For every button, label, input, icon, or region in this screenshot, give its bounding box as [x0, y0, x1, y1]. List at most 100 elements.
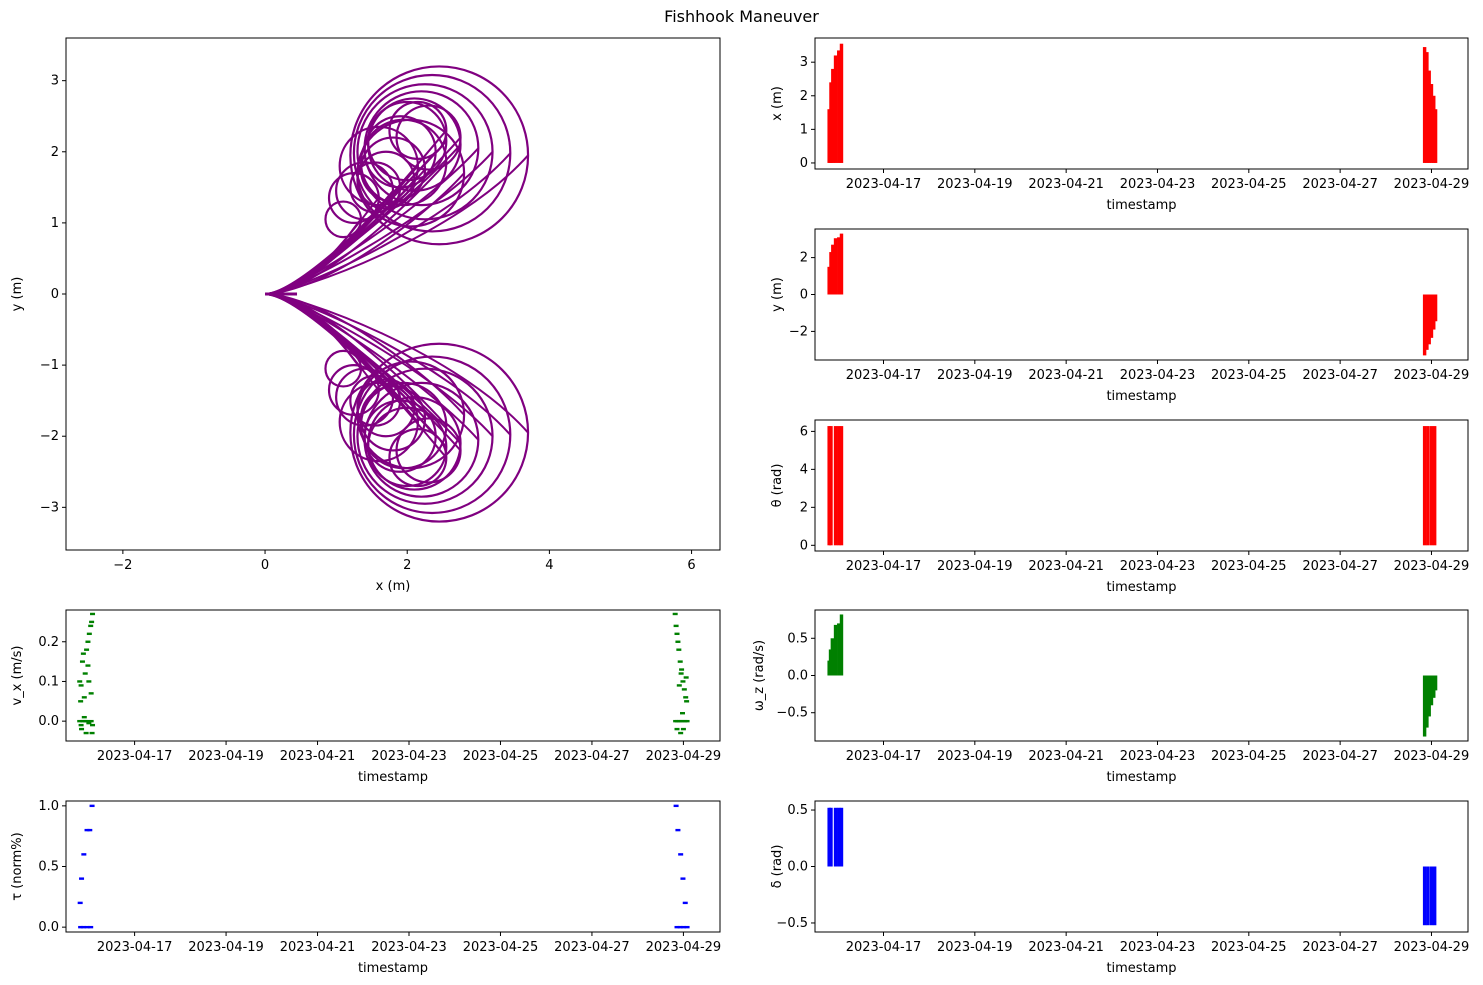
data-point — [678, 672, 684, 675]
y-axis-label: ω_z (rad/s) — [752, 640, 767, 711]
wz-vs-time-plot: −0.5 0.0 0.5 2023-04-17 2023-04-19 2023-04-21… — [752, 609, 1470, 785]
x-tick-label: 2023-04-21 — [1028, 368, 1104, 383]
plot-frame — [65, 800, 721, 933]
y-tick-label: 0.0 — [787, 669, 808, 684]
y-tick-label: 0.5 — [787, 631, 808, 646]
x-tick-label: 2023-04-19 — [937, 177, 1013, 192]
y-tick-label: −3 — [40, 500, 59, 515]
bar — [839, 614, 844, 676]
y-tick-label: 4 — [800, 462, 808, 477]
data-point — [78, 700, 84, 703]
data-point — [678, 853, 684, 856]
bar — [837, 50, 841, 163]
bar — [839, 426, 844, 546]
bar — [839, 807, 844, 867]
data-point — [88, 719, 94, 723]
y-tick-label: 6 — [800, 424, 808, 439]
bar — [833, 238, 838, 295]
y-tick-label: 0.0 — [38, 920, 59, 935]
bar — [1432, 95, 1436, 163]
x-tick-label: 2023-04-21 — [1028, 749, 1104, 764]
y-tick-label: 2 — [800, 500, 808, 515]
lead-in-curve — [265, 293, 419, 423]
bar — [1426, 866, 1430, 926]
upper-loop — [352, 73, 512, 233]
data-point — [672, 612, 678, 616]
bar — [1427, 294, 1431, 345]
data-point — [681, 688, 687, 691]
bar — [833, 55, 838, 163]
plot-frame — [814, 37, 1469, 170]
data-point — [81, 715, 87, 719]
bar — [837, 426, 841, 546]
data-point — [82, 672, 88, 675]
x-tick-label: 2023-04-29 — [646, 940, 722, 955]
x-vs-time-plot: 0 1 2 3 2023-04-17 2023-04-19 2023-04-21 2023-0… — [770, 37, 1469, 213]
y-tick-label: 0.0 — [38, 714, 59, 729]
y-tick-label: 3 — [800, 55, 808, 70]
delta-vs-time-plot: −0.5 0.0 0.5 2023-04-17 2023-04-19 2023-04-21… — [770, 800, 1470, 976]
x-tick-label: 2023-04-25 — [1211, 559, 1287, 574]
data-point — [683, 676, 689, 679]
y-tick-label: 0 — [51, 287, 59, 302]
data-point — [77, 901, 83, 905]
bar — [829, 252, 833, 295]
x-tick-label: 2 — [403, 558, 411, 573]
data-point — [84, 719, 90, 723]
data-point — [78, 925, 84, 929]
bar — [1432, 294, 1436, 330]
lead-in-curve — [265, 165, 419, 295]
data-point — [678, 731, 684, 735]
bar — [827, 266, 831, 295]
y-tick-label: 0 — [800, 538, 808, 553]
data-point — [679, 719, 685, 723]
x-tick-label: 6 — [687, 558, 695, 573]
x-axis-label: timestamp — [1106, 389, 1176, 404]
x-tick-label: 2023-04-29 — [1394, 559, 1470, 574]
x-tick-label: 2023-04-25 — [1211, 749, 1287, 764]
data-point — [683, 696, 689, 699]
theta-vs-time-plot: 0 2 4 6 2023-04-17 2023-04-19 2023-04-21 2023-0… — [770, 419, 1470, 595]
data-point — [77, 680, 83, 683]
data-point — [88, 624, 94, 628]
plot-frame — [814, 419, 1469, 552]
x-axis-label: timestamp — [1106, 961, 1176, 976]
lead-in-curve — [265, 129, 448, 295]
data-point — [79, 727, 85, 731]
bar — [839, 233, 844, 295]
x-tick-label: 2023-04-17 — [846, 940, 922, 955]
x-tick-label: 2023-04-17 — [97, 749, 173, 764]
x-tick-label: 2023-04-17 — [846, 559, 922, 574]
plot-frame — [814, 800, 1469, 933]
x-tick-label: 2023-04-23 — [371, 940, 447, 955]
bar — [833, 807, 838, 867]
bar — [1422, 866, 1427, 926]
data-point — [680, 727, 686, 731]
x-tick-label: 2023-04-27 — [1302, 940, 1378, 955]
x-tick-label: 4 — [545, 558, 553, 573]
x-tick-label: 2023-04-29 — [1394, 749, 1470, 764]
data-point — [684, 700, 690, 703]
x-tick-label: 2023-04-17 — [97, 940, 173, 955]
x-tick-label: 2023-04-23 — [1120, 368, 1196, 383]
data-point — [77, 719, 83, 723]
x-tick-label: 2023-04-19 — [937, 559, 1013, 574]
bar — [837, 237, 841, 295]
plot-frame — [814, 228, 1469, 361]
x-tick-label: 2023-04-29 — [646, 749, 722, 764]
data-point — [680, 925, 686, 929]
data-point — [677, 925, 683, 929]
data-point — [675, 640, 681, 643]
x-tick-label: 2023-04-23 — [1120, 749, 1196, 764]
data-point — [90, 723, 96, 727]
y-axis-label: y (m) — [770, 277, 785, 312]
y-tick-label: −2 — [789, 324, 808, 339]
x-tick-label: 2023-04-21 — [280, 940, 356, 955]
x-tick-label: 2023-04-29 — [1394, 940, 1470, 955]
plot-frame — [814, 609, 1469, 742]
data-point — [86, 680, 92, 683]
figure-title: Fishhook Maneuver — [664, 7, 819, 26]
bar — [1429, 675, 1434, 706]
y-tick-label: 0.1 — [38, 674, 59, 689]
